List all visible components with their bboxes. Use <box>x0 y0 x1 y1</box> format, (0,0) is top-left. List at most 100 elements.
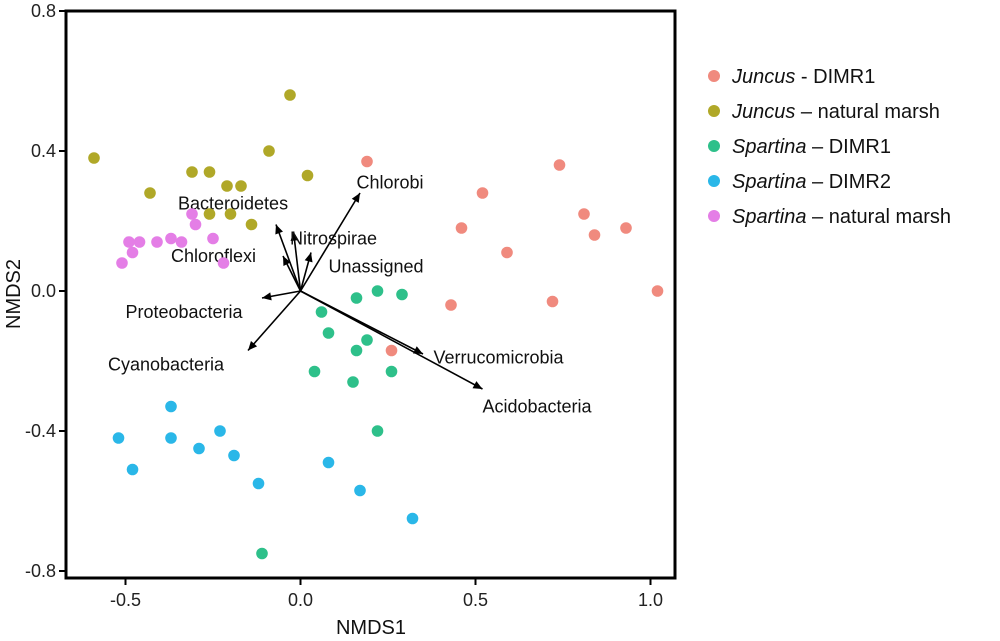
vector-line <box>300 290 483 390</box>
vector-arrowhead <box>351 193 360 203</box>
data-point <box>322 456 335 469</box>
x-axis-title: NMDS1 <box>336 617 406 639</box>
vector-label: Chloroflexi <box>171 246 256 266</box>
data-point <box>165 432 177 444</box>
data-point <box>214 425 226 437</box>
x-tick-label: -0.5 <box>110 590 141 610</box>
data-point <box>112 432 125 444</box>
data-point <box>256 547 268 560</box>
legend-site: – natural marsh <box>807 206 952 228</box>
data-point <box>501 246 513 259</box>
legend-genus: Juncus <box>731 66 795 88</box>
data-point <box>144 187 156 199</box>
legend-marker <box>708 175 720 187</box>
data-point <box>385 365 398 378</box>
legend-label: Spartina – natural marsh <box>732 206 951 228</box>
legend-site: – natural marsh <box>795 101 940 123</box>
legend-genus: Spartina <box>732 136 807 158</box>
data-point <box>151 236 163 248</box>
x-tick-label: 0.5 <box>463 590 488 610</box>
data-point <box>221 180 233 192</box>
vector-line <box>247 290 302 352</box>
legend-genus: Spartina <box>732 171 807 193</box>
scatter-points <box>88 89 664 560</box>
data-point <box>455 222 468 234</box>
legend-marker <box>708 105 720 117</box>
vector-arrowhead <box>248 340 258 351</box>
legend-label: Spartina – DIMR2 <box>732 171 891 193</box>
data-point <box>620 222 632 234</box>
data-point <box>322 327 335 339</box>
legend-genus: Spartina <box>732 206 807 228</box>
data-point <box>186 208 198 220</box>
data-point <box>116 257 128 269</box>
data-point <box>126 463 139 476</box>
data-point <box>203 166 216 178</box>
data-point <box>133 236 146 248</box>
vector-arrowhead <box>283 256 291 266</box>
data-point <box>546 295 559 308</box>
legend-label: Juncus - DIMR1 <box>731 66 875 88</box>
plot-frame <box>64 9 677 580</box>
legend-site: - DIMR1 <box>795 66 875 88</box>
vector-arrowhead <box>472 381 483 389</box>
data-point <box>396 288 408 301</box>
y-tick-label: -0.8 <box>25 561 56 581</box>
data-point <box>123 236 135 248</box>
data-point <box>245 218 258 231</box>
data-point <box>165 400 177 413</box>
data-point <box>193 442 205 455</box>
data-point <box>354 484 366 497</box>
legend-label: Spartina – DIMR1 <box>732 136 891 158</box>
y-tick-label: 0.0 <box>31 281 56 301</box>
y-tick-label: 0.4 <box>31 141 56 161</box>
data-point <box>165 232 177 245</box>
vector-label: Acidobacteria <box>483 397 593 417</box>
data-point <box>553 159 566 171</box>
vector-line <box>292 231 302 292</box>
vector-label: Bacteroidetes <box>178 194 288 214</box>
data-point <box>588 229 601 241</box>
data-point <box>361 155 373 168</box>
data-point <box>228 449 240 462</box>
x-axis: -0.5 0.0 0.5 1.0 <box>110 578 663 610</box>
data-point <box>224 208 237 220</box>
data-point <box>476 187 489 199</box>
vector-arrowhead <box>262 292 272 301</box>
data-point <box>361 334 373 346</box>
data-point <box>207 232 219 245</box>
data-point <box>284 89 296 101</box>
data-point <box>126 246 139 259</box>
vector-arrowhead <box>290 231 299 242</box>
data-point <box>371 425 384 437</box>
vector-label: Verrucomicrobia <box>434 348 565 368</box>
y-axis-title: NMDS2 <box>3 259 25 329</box>
data-point <box>235 180 247 192</box>
vector-label: Cyanobacteria <box>108 355 225 375</box>
data-point <box>252 477 265 490</box>
vector-label: Proteobacteria <box>126 302 244 322</box>
data-point <box>347 376 359 388</box>
vector-line <box>299 192 361 292</box>
x-tick-label: 1.0 <box>638 590 663 610</box>
x-tick-label: 0.0 <box>288 590 313 610</box>
data-point <box>88 152 100 164</box>
data-point <box>175 236 188 248</box>
data-point <box>445 299 457 311</box>
data-point <box>651 285 664 297</box>
vector-label: Unassigned <box>329 257 424 277</box>
data-point <box>385 344 398 357</box>
data-point <box>578 208 590 220</box>
legend-site: – DIMR1 <box>807 136 891 158</box>
data-point <box>217 257 230 269</box>
legend-site: – DIMR2 <box>807 171 891 193</box>
data-point <box>406 512 419 525</box>
legend-marker <box>708 210 720 222</box>
data-point <box>203 208 216 220</box>
data-point <box>263 145 275 157</box>
y-axis: 0.8 0.4 0.0 -0.4 -0.8 <box>25 1 66 581</box>
data-point <box>301 169 314 182</box>
